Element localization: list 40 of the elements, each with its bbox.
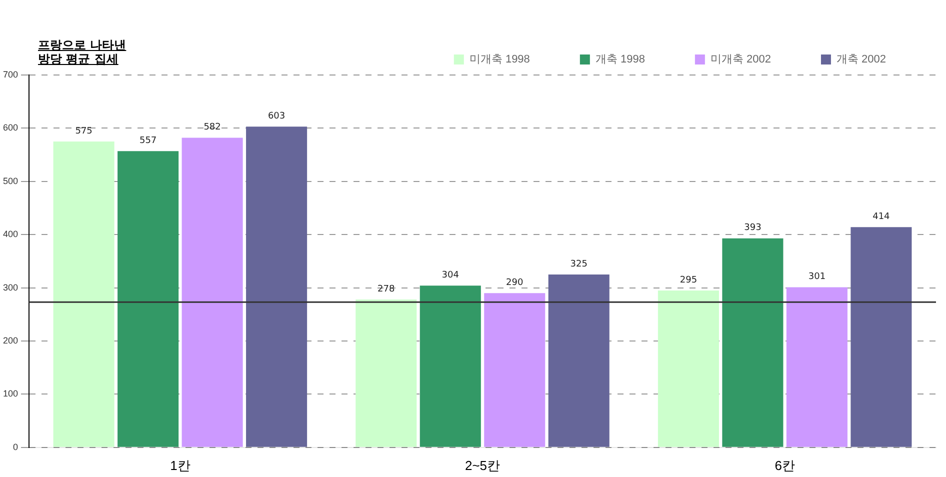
data-label: 393 bbox=[744, 223, 762, 234]
bar bbox=[420, 286, 481, 447]
data-label: 295 bbox=[680, 275, 698, 286]
data-label: 290 bbox=[506, 278, 524, 288]
bar bbox=[246, 126, 308, 447]
bar bbox=[722, 238, 784, 447]
y-tick-label: 0 bbox=[13, 442, 18, 452]
y-tick-label: 600 bbox=[2, 122, 18, 133]
bar bbox=[182, 138, 243, 447]
data-label: 304 bbox=[442, 270, 460, 281]
data-label: 557 bbox=[139, 136, 157, 146]
legend-label: 개축 1998 bbox=[595, 54, 645, 66]
legend-label: 미개축 2002 bbox=[710, 54, 771, 66]
data-label: 575 bbox=[75, 126, 92, 136]
y-tick-label: 500 bbox=[2, 176, 18, 186]
bar bbox=[548, 274, 610, 447]
x-tick-label: 1칸 bbox=[170, 458, 190, 473]
data-label: 301 bbox=[808, 272, 826, 282]
data-label: 278 bbox=[378, 284, 395, 294]
bar bbox=[850, 227, 912, 447]
data-label: 414 bbox=[872, 212, 890, 222]
bar bbox=[658, 290, 719, 447]
legend-label: 미개축 1998 bbox=[469, 54, 530, 66]
bar bbox=[786, 287, 848, 447]
data-label: 325 bbox=[570, 259, 588, 270]
x-tick-label: 6칸 bbox=[774, 458, 795, 473]
y-tick-label: 100 bbox=[2, 388, 18, 399]
bar bbox=[118, 151, 179, 447]
y-tick-label: 200 bbox=[2, 335, 18, 346]
bar bbox=[484, 293, 546, 447]
data-label: 582 bbox=[204, 122, 221, 133]
data-label: 603 bbox=[268, 111, 286, 122]
y-tick-label: 700 bbox=[2, 69, 18, 80]
y-tick-label: 300 bbox=[2, 282, 18, 292]
chart-title: 프랑으로 나타낸 방당 평균 집세 bbox=[38, 38, 126, 66]
legend-label: 개축 2002 bbox=[836, 54, 886, 66]
bar bbox=[356, 300, 417, 447]
y-tick-label: 400 bbox=[2, 229, 18, 240]
bar bbox=[53, 142, 114, 447]
x-tick-label: 2~5칸 bbox=[464, 458, 500, 473]
